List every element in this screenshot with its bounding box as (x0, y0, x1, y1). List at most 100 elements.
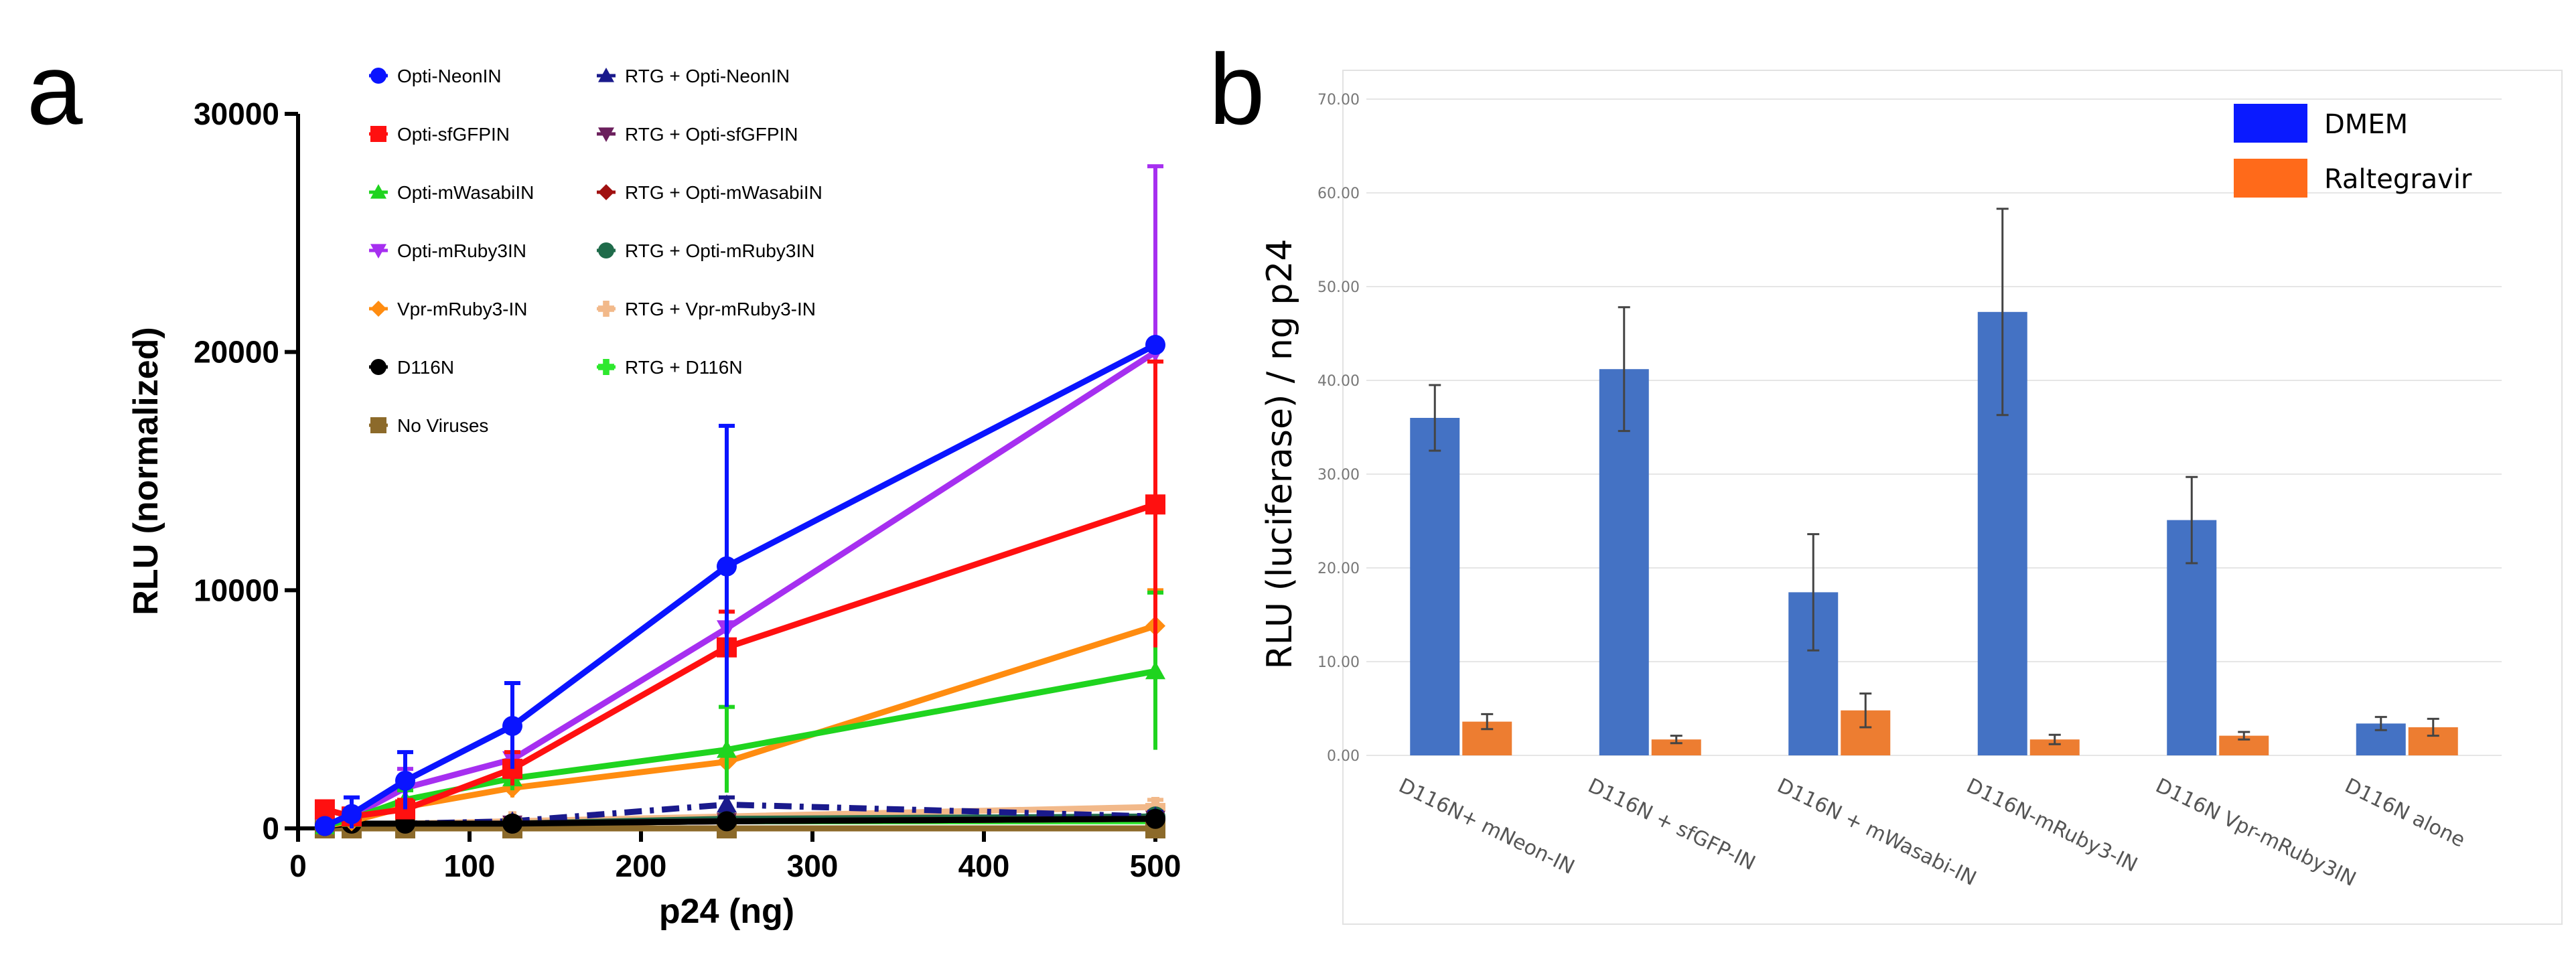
panel-a-y-tick-label: 0 (262, 811, 279, 846)
data-point (502, 813, 522, 834)
panel-b-chart-border (1342, 70, 2563, 925)
bar (2029, 739, 2080, 755)
bar (1410, 418, 1460, 755)
legend-entry: RTG + Opti-mWasabiIN (597, 182, 822, 203)
legend-marker (598, 242, 614, 258)
series-opti-mruby3in (314, 164, 1165, 836)
legend-marker (598, 359, 614, 375)
data-point (395, 770, 415, 791)
category-label: D116N+ mNeon-IN (1395, 774, 1578, 879)
legend-entry: D116N (369, 357, 454, 378)
panel-b-legend: DMEM Raltegravir (2234, 104, 2472, 198)
data-point (717, 556, 737, 577)
legend-marker (598, 127, 614, 142)
data-point (717, 794, 737, 813)
bar (1599, 369, 1649, 755)
legend-label: RTG + D116N (625, 357, 743, 378)
category-label: D116N + mWasabi-IN (1774, 774, 1980, 891)
panel-b-y-axis-title: RLU (luciferase) / ng p24 (1260, 239, 1300, 670)
bar-dmem (2167, 475, 2217, 755)
bar-raltegravir (1462, 713, 1512, 755)
legend-marker (598, 68, 614, 82)
category-label: D116N Vpr-mRuby3IN (2152, 774, 2360, 891)
data-point (342, 804, 362, 824)
bar-dmem (1410, 384, 1460, 755)
legend-label: RTG + Opti-mRuby3IN (625, 240, 814, 261)
data-point (1145, 808, 1165, 829)
legend-marker (370, 126, 386, 142)
panel-b-y-tick-label: 40.00 (1317, 373, 1360, 390)
panel-a-axes: 0 10000 20000 30000 0 100 200 300 400 500 (194, 96, 1181, 883)
panel-b-bars-group (1410, 208, 2458, 755)
legend-entry: RTG + Opti-NeonIN (597, 66, 790, 86)
series-line (324, 623, 1157, 829)
legend-entry: No Viruses (369, 415, 488, 436)
panel-a-x-tick-label: 500 (1130, 848, 1182, 883)
legend-entry: Opti-NeonIN (369, 66, 502, 86)
panel-a-legend: Opti-NeonIN Opti-sfGFPIN Opti-mWasabiIN Opt… (369, 66, 822, 436)
legend-label: No Viruses (397, 415, 488, 436)
bar-dmem (1977, 208, 2027, 755)
data-point (1145, 661, 1165, 680)
data-point (502, 716, 522, 737)
panel-a-y-tick-label: 10000 (194, 573, 279, 607)
panel-a-x-tick-label: 200 (616, 848, 667, 883)
legend-label: Opti-NeonIN (397, 66, 502, 86)
legend-entry: Opti-mWasabiIN (369, 182, 534, 203)
legend-marker (370, 244, 386, 258)
legend-label: DMEM (2324, 109, 2408, 140)
legend-marker (370, 417, 386, 433)
legend-label: RTG + Opti-sfGFPIN (625, 124, 798, 145)
legend-marker (598, 301, 614, 317)
panel-a-y-axis-title: RLU (normalized) (127, 327, 165, 615)
bar-raltegravir (2408, 717, 2458, 755)
panel-b-bar-chart: b 0.00 10.00 20.00 30.00 40.00 50.00 60.00 70.0… (1209, 33, 2563, 925)
legend-entry: Opti-sfGFPIN (369, 124, 510, 145)
panel-a-series-group (314, 164, 1165, 838)
bar-dmem (1788, 533, 1839, 755)
legend-label: Opti-mRuby3IN (397, 240, 526, 261)
bar (1651, 739, 1701, 755)
data-point (717, 811, 737, 832)
panel-b-y-tick-label: 50.00 (1317, 279, 1360, 296)
legend-entry-dmem: DMEM (2234, 104, 2408, 143)
legend-marker (370, 68, 386, 84)
panel-a-x-tick-label: 400 (958, 848, 1010, 883)
legend-marker (598, 184, 614, 200)
bar-raltegravir (1651, 735, 1701, 755)
legend-swatch (2234, 104, 2307, 143)
panel-a-x-tick-label: 100 (444, 848, 496, 883)
legend-entry-raltegravir: Raltegravir (2234, 159, 2472, 198)
legend-entry: RTG + D116N (597, 357, 743, 378)
legend-label: RTG + Vpr-mRuby3-IN (625, 299, 816, 319)
category-label: D116N + sfGFP-IN (1584, 774, 1759, 875)
series-vpr-mruby3-in (314, 588, 1165, 836)
data-point (717, 739, 737, 758)
category-label: D116N alone (2341, 774, 2469, 852)
legend-label: Opti-sfGFPIN (397, 124, 510, 145)
panel-a-y-tick-label: 30000 (194, 96, 279, 131)
bar-raltegravir (2029, 733, 2080, 755)
legend-entry: RTG + Opti-mRuby3IN (597, 240, 814, 261)
panel-b-y-tick-label: 30.00 (1317, 467, 1360, 484)
legend-label: D116N (397, 357, 454, 378)
category-label: D116N-mRuby3-IN (1962, 774, 2141, 877)
panel-b-y-tick-label: 10.00 (1317, 654, 1360, 671)
legend-entry: RTG + Opti-sfGFPIN (597, 124, 798, 145)
series-opti-neonin (314, 334, 1165, 836)
legend-marker (370, 184, 386, 199)
legend-entry: Opti-mRuby3IN (369, 240, 526, 261)
panel-b-y-tick-label: 60.00 (1317, 185, 1360, 202)
panel-b-y-tick-label: 70.00 (1317, 92, 1360, 108)
legend-label: RTG + Opti-NeonIN (625, 66, 790, 86)
series-line (324, 502, 1157, 820)
legend-entry: Vpr-mRuby3-IN (369, 299, 527, 319)
panel-b-y-tick-label: 0.00 (1327, 748, 1360, 765)
legend-label: Raltegravir (2324, 164, 2472, 195)
legend-swatch (2234, 159, 2307, 198)
bar-raltegravir (1841, 692, 1891, 755)
legend-label: Vpr-mRuby3-IN (397, 299, 527, 319)
panel-b-letter: b (1209, 33, 1265, 145)
panel-a-x-axis-title: p24 (ng) (659, 892, 794, 931)
